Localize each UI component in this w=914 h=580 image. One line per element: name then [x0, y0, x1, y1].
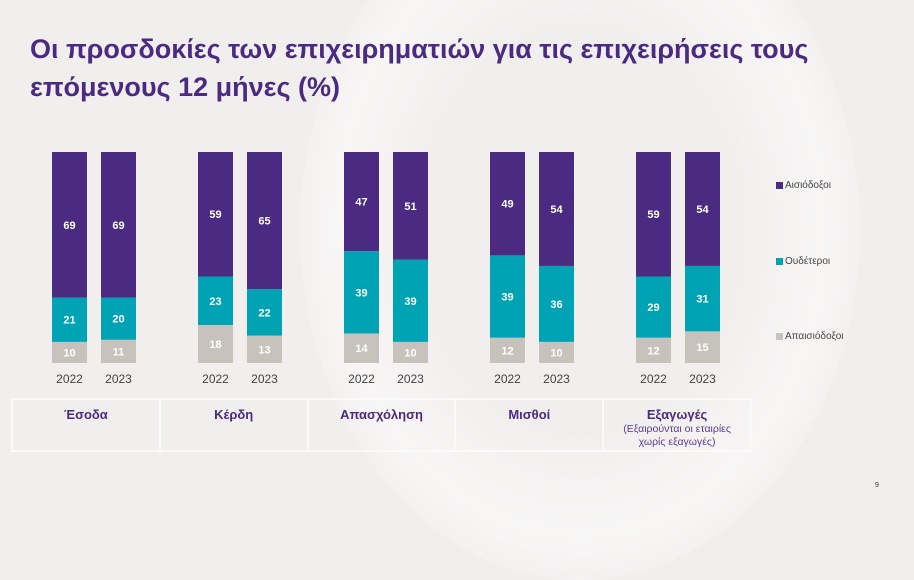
- data-label: 10: [550, 347, 562, 359]
- data-label: 49: [501, 199, 513, 211]
- year-tick-label: 2023: [397, 372, 424, 386]
- legend-swatch-optimists: [776, 182, 783, 189]
- bar-segment: [52, 341, 87, 363]
- bar-segment: [247, 152, 282, 290]
- data-label: 69: [112, 220, 124, 232]
- bar-segment: [490, 337, 525, 363]
- bar-segment: [344, 152, 379, 252]
- page-number: 9: [875, 482, 879, 489]
- category-cell-profits: Κέρδη: [161, 400, 309, 450]
- data-label: 22: [258, 307, 270, 319]
- legend-item-pessimists: Απαισιόδοξοι: [776, 331, 844, 342]
- bar-segment: [344, 251, 379, 334]
- bar-segment: [198, 325, 233, 363]
- year-tick-label: 2023: [105, 372, 132, 386]
- data-label: 54: [550, 204, 563, 216]
- bar-segment: [247, 335, 282, 363]
- year-tick-label: 2022: [640, 372, 667, 386]
- bar-segment: [636, 152, 671, 277]
- bar-segment: [539, 265, 574, 342]
- category-cell-exports: Εξαγωγές (Εξαιρούνται οι εταιρίες χωρίς …: [604, 400, 750, 450]
- bar-segment: [52, 297, 87, 342]
- legend-item-neutral: Ουδέτεροι: [776, 256, 830, 267]
- bar-segment: [490, 152, 525, 256]
- legend-label-neutral: Ουδέτεροι: [785, 256, 831, 267]
- bar-segment: [539, 341, 574, 363]
- bar-segment: [685, 331, 720, 363]
- stacked-bar-chart: 10 21 69 2022 11 20 69 2023 18 23 59 2022 13 22 65 2023…: [52, 152, 720, 386]
- year-tick-label: 2023: [251, 372, 278, 386]
- data-label: 47: [355, 197, 367, 209]
- bar-segment: [198, 276, 233, 326]
- bar-segment: [393, 259, 428, 342]
- legend-swatch-pessimists: [776, 333, 783, 340]
- category-label: Έσοδα: [63, 407, 108, 422]
- page-title: Οι προσδοκίες των επιχειρηματιών για τις…: [30, 34, 809, 102]
- year-tick-label: 2022: [56, 372, 83, 386]
- data-label: 14: [355, 343, 368, 355]
- data-label: 59: [209, 209, 221, 221]
- category-label: Κέρδη: [214, 407, 254, 422]
- bar-segment: [52, 152, 87, 298]
- data-label: 54: [696, 204, 709, 216]
- bar-segment: [393, 152, 428, 260]
- data-label: 29: [647, 302, 659, 314]
- data-label: 13: [258, 344, 270, 356]
- data-label: 12: [647, 345, 659, 357]
- category-label: Εξαγωγές: [646, 407, 708, 422]
- category-cell-revenue: Έσοδα: [13, 400, 161, 450]
- bar-segment: [685, 152, 720, 266]
- data-label: 31: [696, 294, 708, 306]
- data-label: 51: [404, 201, 416, 213]
- bar-segment: [198, 152, 233, 277]
- data-label: 20: [112, 314, 124, 326]
- data-label: 12: [501, 345, 513, 357]
- year-tick-label: 2023: [689, 372, 716, 386]
- bar-segment: [685, 265, 720, 332]
- data-label: 11: [113, 346, 125, 358]
- data-label: 39: [355, 287, 367, 299]
- bar-segment: [101, 297, 136, 340]
- data-label: 65: [258, 216, 270, 228]
- bar-segment: [539, 152, 574, 266]
- data-label: 39: [501, 292, 513, 304]
- data-label: 15: [696, 342, 708, 354]
- category-table: Έσοδα Κέρδη Απασχόληση Μισθοί Εξαγωγές (…: [11, 398, 752, 452]
- bar-segment: [393, 341, 428, 363]
- bar-segment: [247, 289, 282, 336]
- year-tick-label: 2023: [543, 372, 570, 386]
- data-label: 36: [550, 299, 562, 311]
- bar-segment: [101, 339, 136, 363]
- bar-segment: [101, 152, 136, 298]
- data-label: 39: [404, 296, 416, 308]
- category-note: (Εξαιρούνται οι εταιρίες χωρίς εξαγωγές): [623, 423, 731, 448]
- data-label: 21: [63, 315, 75, 327]
- legend-label-pessimists: Απαισιόδοξοι: [785, 331, 844, 342]
- category-cell-wages: Μισθοί: [456, 400, 605, 450]
- bar-segment: [636, 337, 671, 363]
- category-cell-employment: Απασχόληση: [309, 400, 457, 450]
- legend-item-optimists: Αισιόδοξοι: [776, 180, 831, 191]
- data-label: 18: [209, 339, 221, 351]
- bar-segment: [636, 276, 671, 338]
- year-tick-label: 2022: [348, 372, 375, 386]
- year-tick-label: 2022: [494, 372, 521, 386]
- data-label: 10: [404, 347, 416, 359]
- bar-segment: [490, 255, 525, 338]
- data-label: 69: [63, 220, 75, 232]
- data-label: 23: [209, 296, 221, 308]
- category-label: Απασχόληση: [340, 407, 423, 422]
- category-label: Μισθοί: [508, 407, 551, 422]
- legend-label-optimists: Αισιόδοξοι: [785, 180, 831, 191]
- year-tick-label: 2022: [202, 372, 229, 386]
- legend-swatch-neutral: [776, 258, 783, 265]
- bar-segment: [344, 333, 379, 363]
- data-label: 59: [647, 209, 659, 221]
- data-label: 10: [63, 347, 75, 359]
